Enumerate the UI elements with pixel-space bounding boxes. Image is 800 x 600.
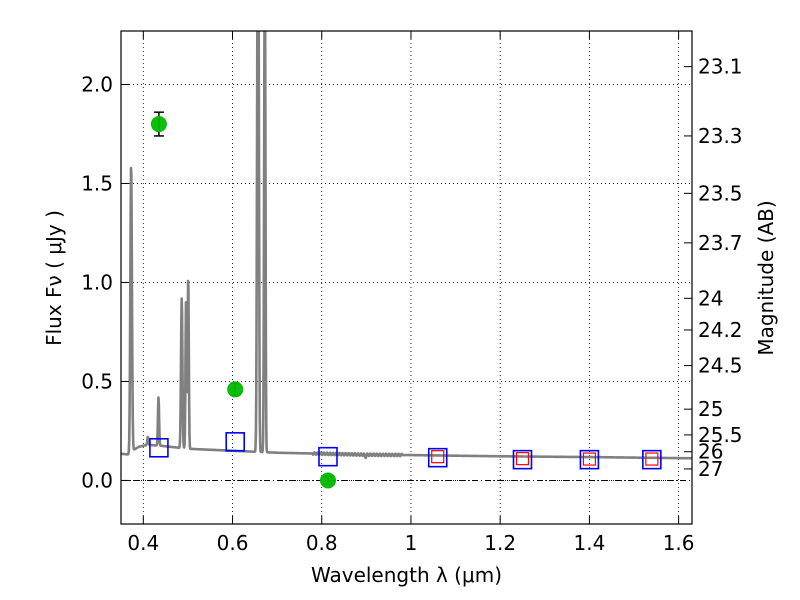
x-axis-label: Wavelength λ (μm) [311,563,502,587]
spectrum-line [121,31,692,460]
x-tick-label: 0.6 [217,531,249,555]
right-tick-label: 25.5 [698,423,743,447]
right-tick-label: 24.2 [698,318,743,342]
red-square-point [431,450,445,464]
blue-square-point [512,449,533,470]
y-right-axis-label: Magnitude (AB) [754,200,778,355]
right-tick-label: 23.1 [698,55,743,79]
ticks: 0.4 0.6 0.8 1 1.2 1.4 1.6 0.0 0.5 1.0 1.5 2.0 23.1 23… [81,31,743,555]
right-tick-label: 23.5 [698,181,743,205]
right-tick-label: 23.7 [698,231,743,255]
right-tick-label: 24 [698,286,723,310]
red-square-point [645,452,659,466]
blue-square-point [642,449,662,470]
green-circle-point [319,472,336,489]
green-circle-point [150,116,167,133]
right-tick-label: 23.3 [698,124,743,148]
blue-square-point [149,437,169,458]
y-tick-label: 0.5 [81,369,113,393]
y-tick-label: 1.0 [81,270,113,294]
y-tick-label: 2.0 [81,72,113,96]
plot-frame [120,30,693,525]
y-tick-label: 1.5 [81,171,113,195]
red-square-point [515,452,530,466]
blue-square-point [579,449,600,470]
x-tick-label: 1.4 [573,531,605,555]
right-tick-label: 25 [698,397,723,421]
blue-square-point [427,447,448,468]
blue-square-point [225,432,245,452]
right-tick-label: 27 [698,457,723,481]
right-tick-label: 24.5 [698,354,743,378]
x-tick-label: 0.4 [127,531,159,555]
marker-layer [149,111,662,489]
blue-square-point [318,446,338,467]
x-tick-label: 1 [405,531,418,555]
green-circle-point [227,381,244,398]
x-tick-label: 1.2 [484,531,516,555]
spectrum-layer [121,31,692,460]
x-tick-label: 1.6 [663,531,695,555]
y-axis-label: Flux Fν ( μJy ) [42,210,66,346]
right-tick-label: 26 [698,440,723,464]
red-square-point [582,452,596,466]
y-tick-label: 0.0 [81,468,113,492]
x-tick-label: 0.8 [306,531,338,555]
